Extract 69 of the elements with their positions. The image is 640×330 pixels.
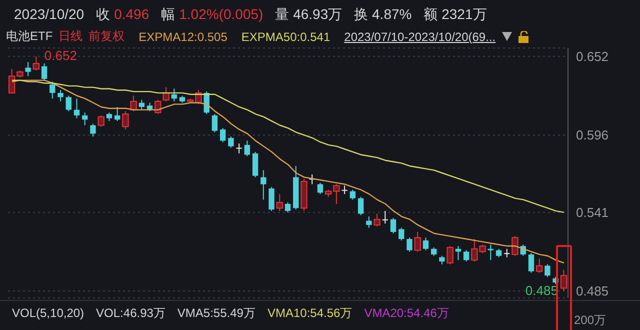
candlestick (90, 123, 96, 137)
candlestick (414, 231, 421, 252)
text: 幅 (161, 6, 176, 22)
text: 量 46.93万 (275, 6, 342, 22)
text: 额 2321万 (424, 6, 487, 22)
candlestick (390, 217, 396, 234)
candlestick (82, 112, 88, 126)
text: VOL(5,10,20) (12, 306, 84, 320)
candlestick (220, 128, 226, 143)
y-tick-label: 0.541 (576, 204, 609, 220)
text: 日线 (58, 28, 83, 45)
candlestick (544, 264, 550, 278)
text: VOL:46.93万 (96, 306, 166, 320)
candlestick (260, 170, 266, 200)
candlestick (114, 106, 120, 122)
text: 200万 (574, 312, 606, 329)
candlestick (463, 250, 470, 262)
candlestick (374, 213, 380, 227)
candlestick (130, 95, 137, 112)
text: VMA5:55.49万 (177, 306, 256, 320)
candlestick (32, 56, 40, 71)
text: 1.02%(0.005) (179, 6, 264, 22)
candlestick (276, 194, 283, 212)
candlestick (138, 99, 145, 110)
candlestick (382, 210, 388, 224)
y-tick-label: 0.596 (576, 128, 609, 143)
candlestick (366, 216, 372, 228)
candlestick (171, 88, 177, 102)
candlestick (236, 143, 242, 154)
candlestick (252, 151, 258, 178)
annotation: 0.652 (44, 48, 77, 64)
candlestick (406, 237, 412, 252)
text: 换 4.87% (354, 6, 412, 22)
candlestick (98, 114, 104, 128)
candlestick (50, 81, 56, 100)
candlestick (422, 237, 429, 251)
candlestick (268, 186, 274, 212)
candlestick (162, 86, 170, 102)
text: EXPMA12:0.505 (138, 30, 228, 44)
text: 0.496 (114, 6, 150, 22)
candlestick (74, 98, 80, 119)
candlestick (512, 236, 518, 256)
candlestick (284, 202, 291, 213)
candlestick (317, 182, 324, 195)
y-tick-label: 0.485 (576, 284, 609, 299)
candlestick (350, 189, 356, 200)
text: 2023/07/10-2023/10/20(69... (344, 30, 496, 44)
candlestick (244, 140, 250, 157)
chart-title: 电池ETF (6, 28, 53, 45)
text: VMA20:54.46万 (364, 306, 449, 320)
candlestick (212, 114, 218, 133)
text: VMA10:54.56万 (267, 306, 352, 320)
candlestick (528, 252, 534, 274)
candlestick (25, 62, 31, 77)
candlestick (41, 62, 48, 81)
candlestick (536, 258, 543, 274)
candlestick (228, 136, 234, 148)
candlestick (122, 110, 129, 130)
candlestick (58, 90, 64, 102)
candlestick (446, 246, 454, 265)
candlestick (398, 227, 404, 241)
text: EXPMA50:0.541 (241, 30, 330, 44)
text: 前复权 (88, 28, 125, 45)
y-tick-label: 0.652 (576, 49, 609, 64)
text: 2023/10/20 (14, 6, 84, 22)
candlestick (66, 95, 72, 112)
text: 收 (96, 6, 110, 22)
candlestick (358, 196, 364, 216)
candlestick (560, 269, 568, 292)
